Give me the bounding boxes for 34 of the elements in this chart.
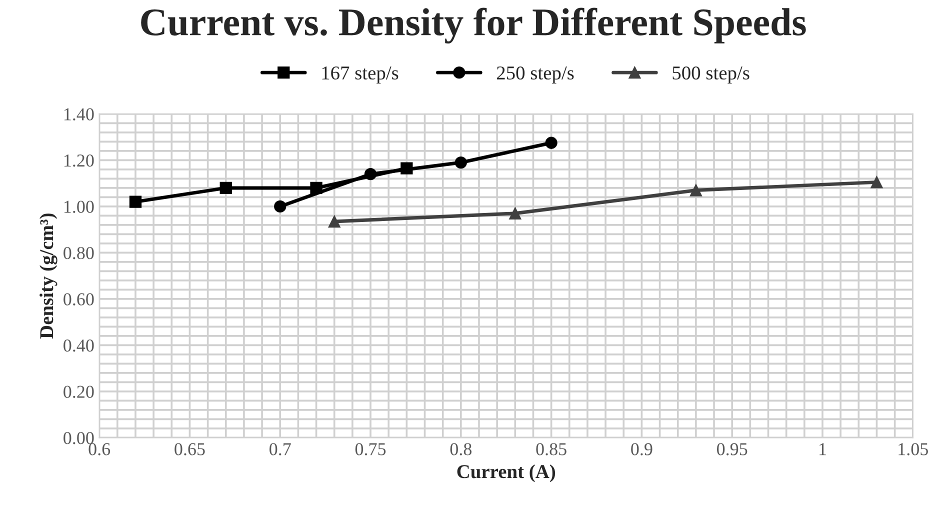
x-tick-label: 0.65: [174, 443, 205, 456]
y-tick-label: 0.80: [64, 246, 94, 260]
x-tick-label: 0.85: [536, 443, 566, 456]
point: [364, 168, 377, 180]
y-tick-label: 1.20: [64, 154, 94, 167]
point: [545, 136, 558, 149]
y-tick-label: 1.40: [64, 108, 94, 120]
x-axis-title: Current (A): [457, 464, 556, 482]
x-tick-label: 0.9: [631, 443, 652, 456]
point: [328, 215, 340, 228]
x-tick-label: 1.05: [898, 443, 928, 456]
legend-label: 500 step/s: [672, 66, 750, 84]
point: [509, 207, 522, 220]
point: [454, 156, 467, 169]
y-tick-label: 1.00: [64, 200, 94, 213]
point: [220, 182, 232, 194]
y-tick-label: 0.20: [64, 386, 94, 398]
y-tick-label: 0.40: [64, 339, 94, 352]
y-tick-label: 0.00: [64, 432, 94, 444]
chart-title: Current vs. Density for Different Speeds: [141, 8, 806, 44]
y-tick-label: 0.60: [64, 293, 94, 306]
x-tick-label: 1: [820, 443, 826, 456]
y-axis-title: Density (g/cm³): [40, 214, 58, 339]
x-tick-label: 0.6: [88, 443, 110, 456]
x-tick-label: 0.95: [716, 443, 748, 456]
legend-label: 167 step/s: [322, 66, 398, 84]
point: [274, 200, 286, 213]
point: [870, 176, 883, 188]
x-tick-label: 0.8: [450, 443, 472, 456]
point: [129, 196, 142, 208]
x-tick-label: 0.75: [355, 443, 386, 456]
point: [690, 184, 702, 196]
legend-label: 250 step/s: [496, 66, 574, 84]
x-tick-label: 0.7: [270, 443, 291, 456]
